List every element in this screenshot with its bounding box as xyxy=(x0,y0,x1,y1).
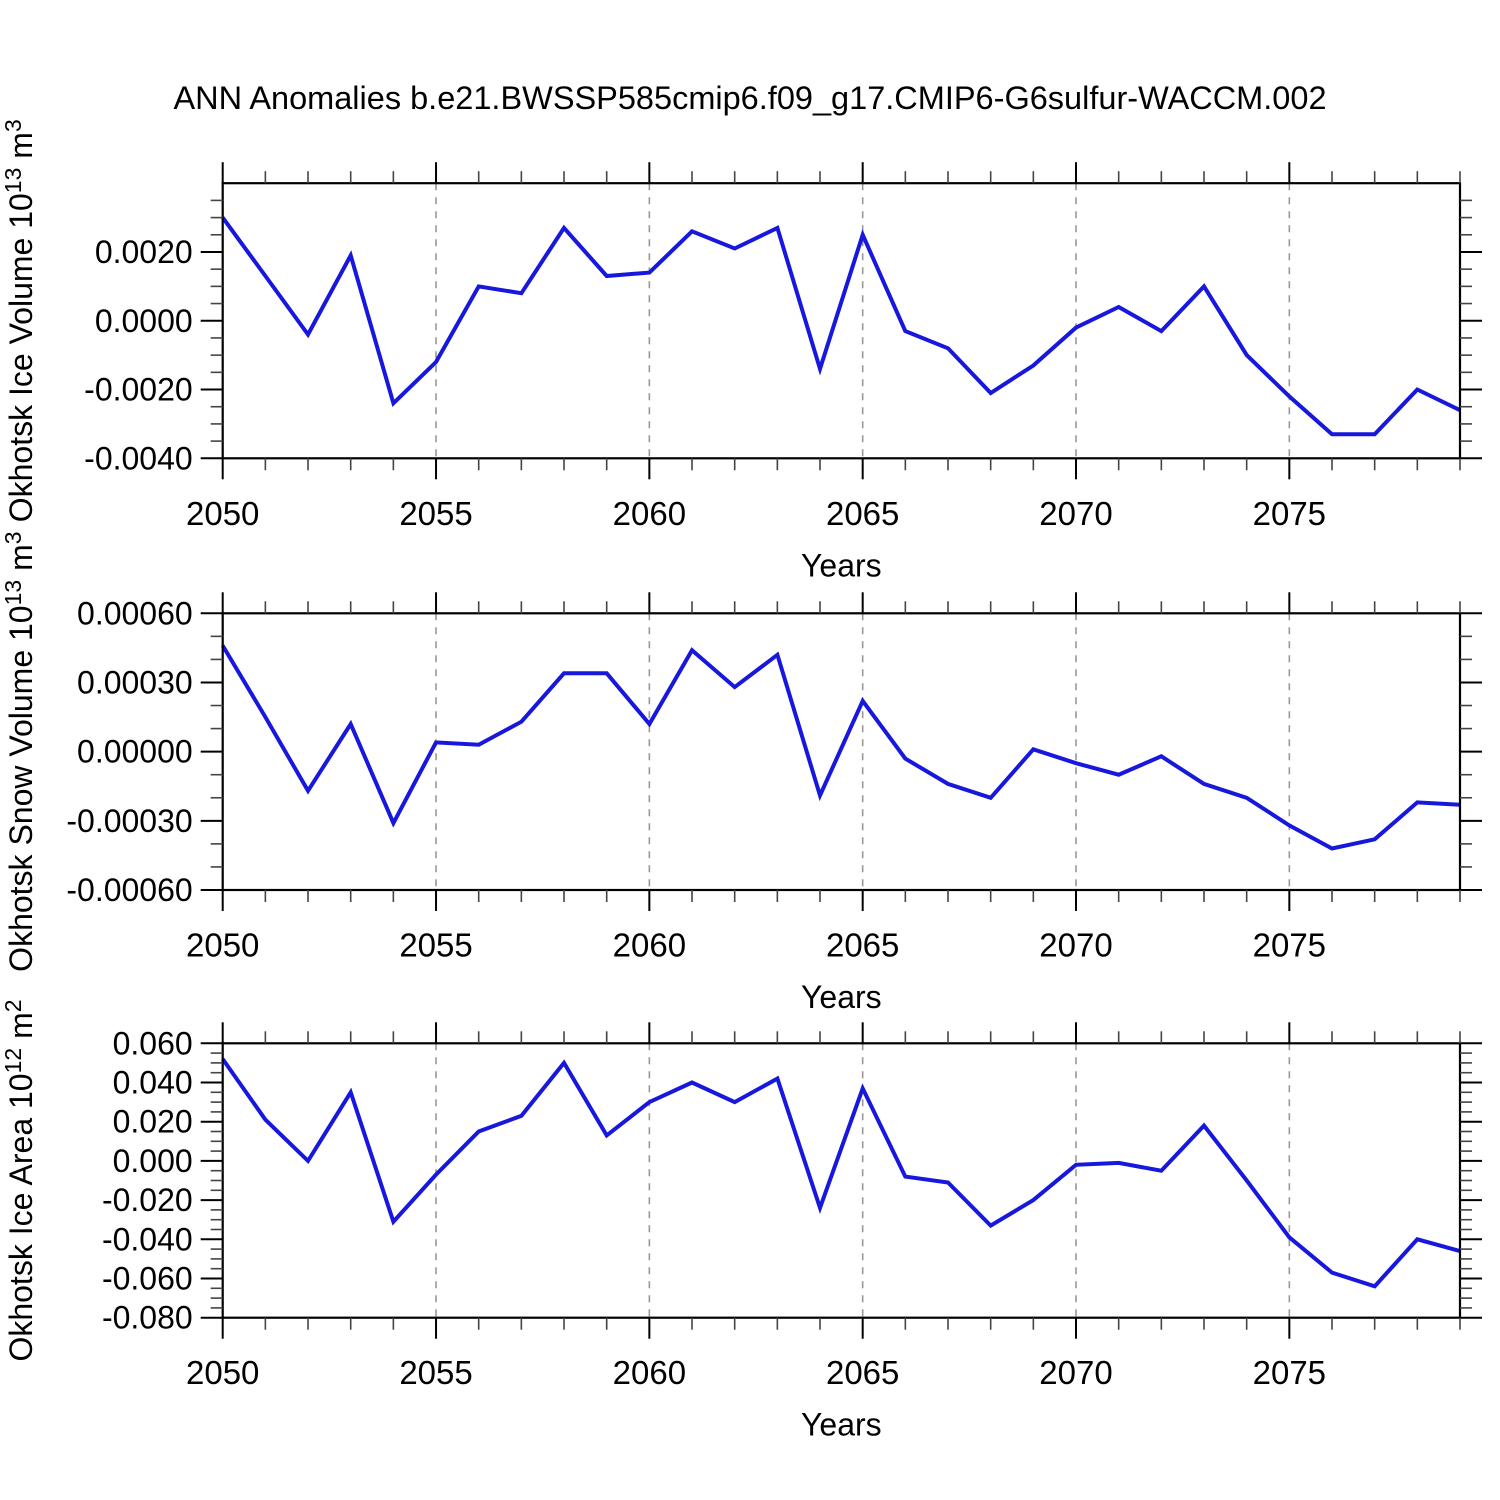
snow-volume-ytick-label: 0.00000 xyxy=(77,734,193,770)
ice-volume-xtick-label: 2060 xyxy=(613,495,686,532)
ice-volume-ytick-label: 0.0000 xyxy=(95,303,193,339)
ice-volume-xtick-label: 2055 xyxy=(399,495,472,532)
snow-volume-xtick-label: 2070 xyxy=(1039,927,1112,964)
ice-volume-ytick-label: 0.0020 xyxy=(95,234,193,270)
ice-volume-xtick-label: 2050 xyxy=(186,495,259,532)
snow-volume-xtick-label: 2055 xyxy=(399,927,472,964)
ice-area-xtick-label: 2055 xyxy=(399,1354,472,1391)
ice-volume-series-line xyxy=(221,216,1461,437)
ice-volume-ytick-label: -0.0020 xyxy=(84,372,193,408)
snow-volume-xtick-label: 2060 xyxy=(613,927,686,964)
snow-volume-ticks: 0.00060 0.00030 0.00000 -0.00030 -0.00060 205… xyxy=(66,592,1482,964)
ice-area-ytick-label: -0.040 xyxy=(102,1221,193,1257)
ice-volume-xtick-label: 2070 xyxy=(1039,495,1112,532)
ice-area-ytick-label: -0.080 xyxy=(102,1300,193,1336)
ice-area-xtick-label: 2070 xyxy=(1039,1354,1112,1391)
snow-volume-xtick-label: 2075 xyxy=(1253,927,1326,964)
ice-volume-xtick-label: 2065 xyxy=(826,495,899,532)
snow-volume-ytick-label: 0.00030 xyxy=(77,664,193,700)
snow-volume-series-line xyxy=(220,644,1461,851)
ice-area-ytick-label: 0.020 xyxy=(113,1104,193,1140)
ice-volume-xtick-label: 2075 xyxy=(1253,495,1326,532)
snow-volume-xtick-label: 2065 xyxy=(826,927,899,964)
snow-volume-yaxis-title: Okhotsk Snow Volume 1013 m3 xyxy=(0,531,39,971)
chart-title: ANN Anomalies b.e21.BWSSP585cmip6.f09_g1… xyxy=(173,80,1327,116)
ice-area-xtick-label: 2065 xyxy=(826,1354,899,1391)
ice-area-xaxis-title: Years xyxy=(801,1407,882,1443)
ice-area-xtick-label: 2060 xyxy=(613,1354,686,1391)
ice-area-xtick-label: 2050 xyxy=(186,1354,259,1391)
snow-volume-xtick-label: 2050 xyxy=(186,927,259,964)
snow-volume-xaxis-title: Years xyxy=(801,979,882,1015)
ice-volume-xaxis-title: Years xyxy=(801,547,882,583)
ice-volume-panel: Years Okhotsk Ice Volume 1013 m3 xyxy=(0,119,1462,583)
ice-area-ytick-label: 0.000 xyxy=(113,1143,193,1179)
ice-volume-plot-frame xyxy=(221,182,1462,460)
ice-area-ytick-label: 0.040 xyxy=(113,1065,193,1101)
ice-area-plot-frame xyxy=(221,1042,1462,1319)
ice-area-ytick-label: -0.020 xyxy=(102,1182,193,1218)
ice-area-xtick-label: 2075 xyxy=(1253,1354,1326,1391)
snow-volume-ytick-label: -0.00060 xyxy=(66,872,192,908)
ice-area-ytick-label: -0.060 xyxy=(102,1261,193,1297)
ice-area-series-line xyxy=(221,1057,1461,1289)
ice-area-ytick-label: 0.060 xyxy=(113,1025,193,1061)
ice-volume-ytick-label: -0.0040 xyxy=(84,440,193,476)
ice-volume-ticks: 0.0020 0.0000 -0.0020 -0.0040 2050 2055 2060 20… xyxy=(84,162,1482,532)
ice-area-yaxis-title: Okhotsk Ice Area 1012 m2 xyxy=(0,999,39,1361)
ice-volume-yaxis-title: Okhotsk Ice Volume 1013 m3 xyxy=(0,119,39,522)
snow-volume-ytick-label: -0.00030 xyxy=(66,803,192,839)
snow-volume-ytick-label: 0.00060 xyxy=(77,595,193,631)
